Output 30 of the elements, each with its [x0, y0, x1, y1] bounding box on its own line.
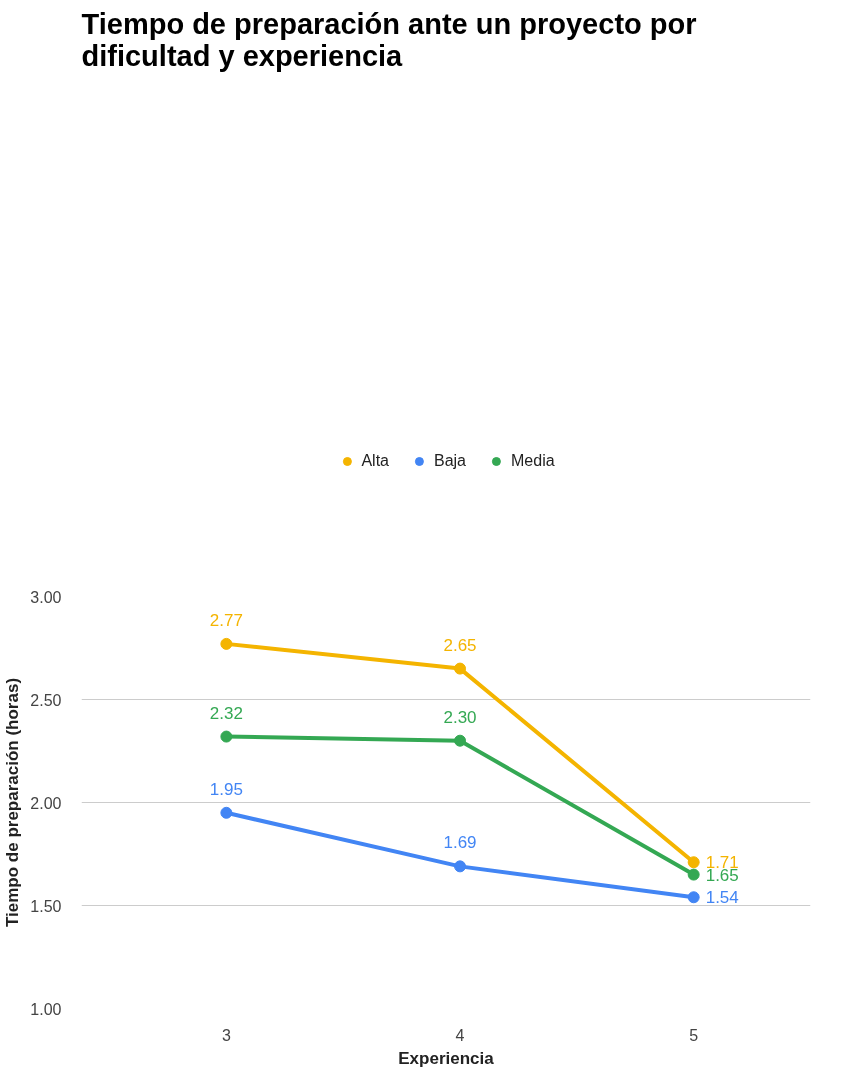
point — [220, 730, 233, 743]
y-axis-title: Tiempo de preparación (horas) — [3, 677, 23, 928]
point — [220, 637, 233, 650]
data-label: 2.30 — [443, 707, 477, 727]
point — [220, 806, 233, 819]
legend-label: Baja — [433, 452, 467, 470]
point — [687, 868, 700, 881]
point — [687, 891, 700, 904]
point — [454, 662, 467, 675]
data-label: 2.65 — [443, 635, 477, 655]
data-label: 1.69 — [443, 833, 477, 853]
y-tick-label: 2.50 — [30, 691, 62, 709]
y-tick-label: 2.00 — [30, 794, 62, 812]
point — [454, 734, 467, 747]
legend-label: Media — [511, 452, 555, 470]
data-label: 2.77 — [209, 610, 243, 630]
y-tick-label: 3.00 — [30, 588, 62, 606]
y-tick-label: 1.00 — [30, 1000, 62, 1018]
x-tick-label: 5 — [689, 1026, 699, 1044]
data-label: 2.32 — [209, 703, 243, 723]
data-label: 1.95 — [209, 779, 243, 799]
chart-title: Tiempo de preparación ante un proyecto por dificultad y experiencia — [81, 7, 697, 72]
legend-label: Alta — [361, 452, 389, 470]
data-label: 1.54 — [705, 888, 739, 908]
point — [687, 856, 700, 869]
x-axis-title: Experiencia — [398, 1048, 495, 1068]
point — [454, 860, 467, 873]
y-tick-label: 1.50 — [30, 897, 62, 915]
x-tick-label: 3 — [221, 1026, 231, 1044]
x-tick-label: 4 — [455, 1026, 465, 1044]
